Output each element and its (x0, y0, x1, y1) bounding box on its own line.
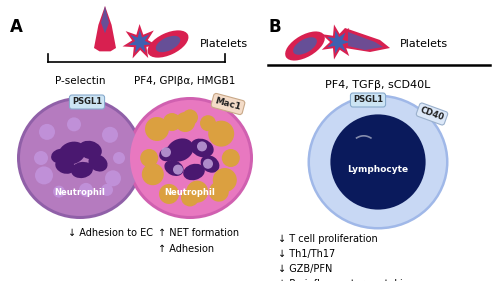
Text: ↓ Adhesion to EC: ↓ Adhesion to EC (68, 228, 153, 238)
Circle shape (181, 189, 199, 207)
Text: B: B (268, 18, 280, 36)
Circle shape (208, 121, 234, 147)
Polygon shape (327, 30, 350, 54)
Circle shape (140, 149, 158, 167)
Ellipse shape (20, 100, 140, 216)
Circle shape (197, 141, 207, 151)
Circle shape (209, 182, 229, 202)
Ellipse shape (166, 139, 194, 162)
Ellipse shape (200, 155, 220, 173)
Polygon shape (348, 32, 383, 50)
Text: PF4, GPIβα, HMGB1: PF4, GPIβα, HMGB1 (134, 76, 235, 86)
Polygon shape (94, 6, 116, 51)
Ellipse shape (51, 149, 69, 163)
Polygon shape (101, 6, 109, 33)
Circle shape (200, 115, 216, 131)
Ellipse shape (78, 141, 102, 159)
Ellipse shape (130, 100, 250, 216)
Ellipse shape (285, 31, 325, 60)
Circle shape (173, 165, 183, 175)
Circle shape (102, 127, 118, 143)
Circle shape (159, 184, 179, 204)
Ellipse shape (17, 97, 143, 219)
Ellipse shape (164, 160, 184, 176)
Circle shape (34, 151, 48, 165)
Circle shape (330, 114, 426, 210)
Circle shape (186, 181, 208, 203)
Ellipse shape (56, 158, 74, 174)
Polygon shape (128, 30, 152, 53)
Text: ↓ Th1/Th17: ↓ Th1/Th17 (278, 249, 335, 259)
Text: Platelets: Platelets (200, 39, 248, 49)
Circle shape (145, 117, 169, 141)
Circle shape (163, 113, 181, 131)
Text: PSGL1: PSGL1 (72, 98, 102, 106)
Text: Neutrophil: Neutrophil (54, 188, 106, 197)
Ellipse shape (159, 147, 177, 161)
Text: A: A (10, 18, 23, 36)
Ellipse shape (127, 97, 253, 219)
Circle shape (213, 168, 237, 192)
Text: PSGL1: PSGL1 (353, 96, 383, 105)
Text: Platelets: Platelets (400, 39, 448, 49)
Text: ↓ Proinflammatory cytokines: ↓ Proinflammatory cytokines (278, 279, 420, 281)
Ellipse shape (58, 142, 86, 164)
Polygon shape (330, 28, 390, 52)
Circle shape (113, 152, 125, 164)
Text: Mac1: Mac1 (214, 96, 242, 112)
Circle shape (39, 124, 55, 140)
Text: Lymphocyte: Lymphocyte (348, 166, 408, 175)
Ellipse shape (190, 139, 214, 157)
Ellipse shape (183, 164, 205, 180)
Circle shape (35, 166, 53, 184)
Circle shape (105, 170, 121, 186)
Circle shape (222, 149, 240, 167)
Text: ↑ Adhesion: ↑ Adhesion (158, 244, 214, 254)
Ellipse shape (310, 97, 446, 227)
Text: ↓ T cell proliferation: ↓ T cell proliferation (278, 234, 378, 244)
Text: Neutrophil: Neutrophil (164, 188, 216, 197)
Text: PF4, TGFβ, sCD40L: PF4, TGFβ, sCD40L (326, 80, 430, 90)
Circle shape (101, 184, 113, 196)
Ellipse shape (71, 162, 93, 178)
Circle shape (79, 183, 93, 197)
Ellipse shape (88, 155, 108, 171)
Circle shape (161, 147, 171, 157)
Circle shape (142, 163, 164, 185)
Circle shape (203, 159, 213, 169)
Text: ↓ GZB/PFN: ↓ GZB/PFN (278, 264, 332, 274)
Ellipse shape (308, 94, 448, 230)
Polygon shape (322, 24, 356, 60)
Circle shape (182, 109, 198, 125)
Circle shape (53, 186, 65, 198)
Text: P-selectin: P-selectin (55, 76, 105, 86)
Text: CD40: CD40 (419, 106, 445, 123)
Circle shape (175, 112, 195, 132)
Ellipse shape (293, 37, 317, 55)
Text: ↑ NET formation: ↑ NET formation (158, 228, 239, 238)
Ellipse shape (156, 36, 180, 52)
Ellipse shape (148, 30, 188, 58)
Circle shape (67, 117, 81, 131)
Polygon shape (122, 24, 158, 58)
